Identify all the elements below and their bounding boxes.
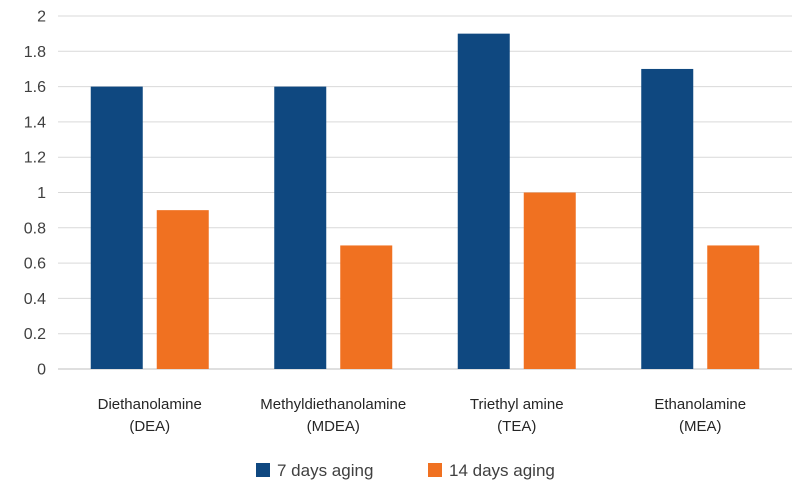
bar-seven-days	[90, 86, 143, 369]
y-tick-label: 0	[37, 362, 46, 379]
x-category-label: Triethyl amine	[470, 396, 564, 413]
y-tick-label: 0.4	[24, 291, 46, 308]
x-axis-labels: Diethanolamine (DEA) Methyldiethanolamine (…	[98, 396, 746, 435]
legend-swatch	[428, 463, 442, 477]
x-category-label: Ethanolamine	[654, 396, 746, 413]
bar-seven-days	[274, 86, 327, 369]
bar-fourteen-days	[523, 192, 576, 369]
y-tick-label: 1.4	[24, 114, 46, 131]
x-category-label: (TEA)	[497, 418, 536, 435]
bar-fourteen-days	[340, 245, 393, 369]
bar-seven-days	[457, 33, 510, 370]
y-tick-label: 1	[37, 185, 46, 202]
bar-fourteen-days	[156, 210, 209, 369]
legend-swatch	[256, 463, 270, 477]
y-tick-label: 1.8	[24, 44, 46, 61]
x-category-label: (MEA)	[679, 418, 722, 435]
y-tick-label: 0.2	[24, 326, 46, 343]
legend: 7 days aging 14 days aging	[256, 461, 555, 480]
y-tick-label: 0.8	[24, 220, 46, 237]
x-category-label: Methyldiethanolamine	[260, 396, 406, 413]
x-category-label: (MDEA)	[307, 418, 360, 435]
y-tick-label: 0.6	[24, 256, 46, 273]
y-tick-label: 1.6	[24, 79, 46, 96]
x-category-label: Diethanolamine	[98, 396, 202, 413]
y-axis-ticks: 0 0.2 0.4 0.6 0.8 1 1.2 1.4 1.6 1.8 2	[24, 9, 46, 379]
bar-seven-days	[641, 68, 694, 369]
y-tick-label: 2	[37, 9, 46, 26]
bars	[90, 33, 760, 370]
y-tick-label: 1.2	[24, 150, 46, 167]
x-category-label: (DEA)	[129, 418, 170, 435]
legend-label: 7 days aging	[277, 461, 373, 480]
legend-label: 14 days aging	[449, 461, 555, 480]
bar-fourteen-days	[707, 245, 760, 369]
